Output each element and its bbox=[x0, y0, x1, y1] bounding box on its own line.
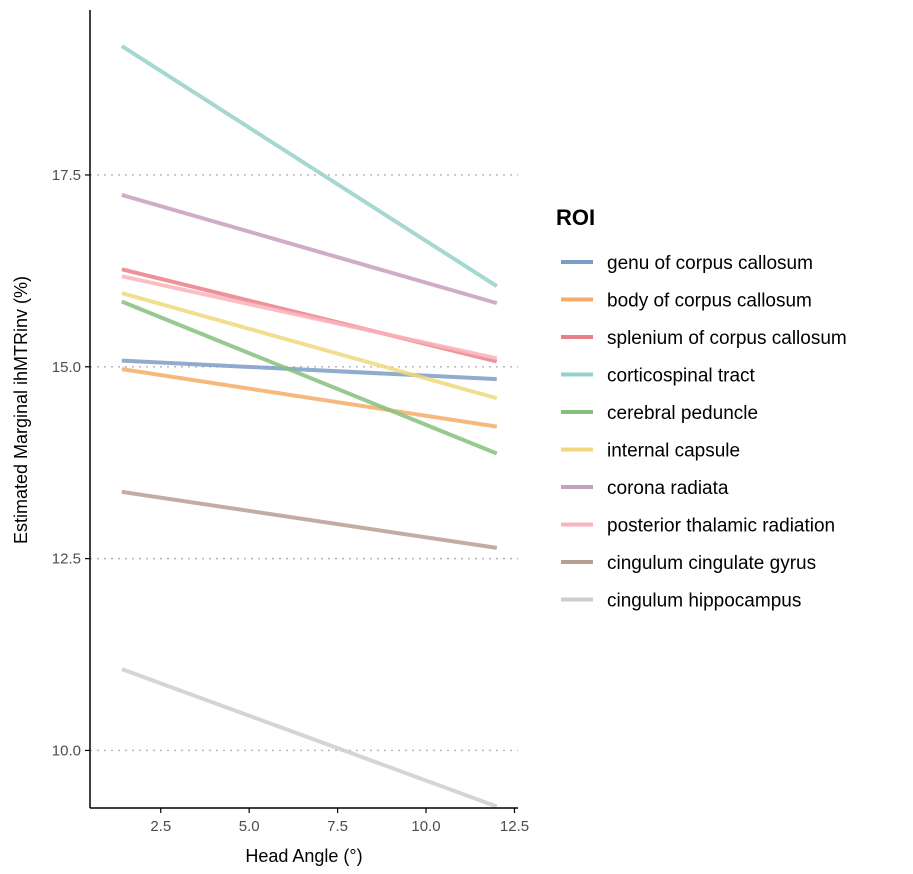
series-line bbox=[121, 667, 498, 809]
x-tick-label: 2.5 bbox=[150, 818, 171, 835]
y-axis-title: Estimated Marginal ihMTRinv (%) bbox=[11, 276, 31, 544]
y-tick-label: 15.0 bbox=[52, 359, 81, 376]
series-line bbox=[120, 44, 498, 288]
grid-lines bbox=[90, 174, 518, 752]
legend-label: genu of corpus callosum bbox=[607, 253, 813, 274]
legend-label: body of corpus callosum bbox=[607, 291, 812, 312]
series-line bbox=[121, 299, 498, 456]
legend-label: splenium of corpus callosum bbox=[607, 328, 847, 349]
legend-title: ROI bbox=[556, 205, 595, 230]
series-line bbox=[121, 274, 498, 361]
series-line bbox=[121, 291, 498, 401]
y-tick-label: 17.5 bbox=[52, 167, 81, 184]
y-tick-label: 12.5 bbox=[52, 551, 81, 568]
legend-label: cingulum cingulate gyrus bbox=[607, 553, 816, 574]
x-tick-label: 12.5 bbox=[500, 818, 529, 835]
legend-label: cerebral peduncle bbox=[607, 403, 758, 424]
series-line bbox=[121, 367, 498, 429]
legend-label: corona radiata bbox=[607, 478, 729, 499]
series-lines bbox=[120, 44, 498, 809]
series-line bbox=[121, 192, 498, 306]
legend-label: internal capsule bbox=[607, 441, 740, 462]
axes bbox=[89, 10, 518, 809]
x-tick-label: 7.5 bbox=[327, 818, 348, 835]
series-line bbox=[121, 489, 498, 550]
y-tick-label: 10.0 bbox=[52, 742, 81, 759]
legend: ROI genu of corpus callosum body of corpu… bbox=[556, 205, 847, 612]
x-axis-title: Head Angle (°) bbox=[245, 846, 362, 866]
legend-label: corticospinal tract bbox=[607, 366, 756, 387]
ticks: 10.0 12.5 15.0 17.5 2.5 5.0 7.5 10.0 12.5 bbox=[52, 167, 529, 835]
series-line bbox=[121, 358, 497, 382]
legend-label: cingulum hippocampus bbox=[607, 591, 801, 612]
legend-label: posterior thalamic radiation bbox=[607, 516, 835, 537]
x-tick-label: 10.0 bbox=[411, 818, 440, 835]
x-tick-label: 5.0 bbox=[239, 818, 260, 835]
